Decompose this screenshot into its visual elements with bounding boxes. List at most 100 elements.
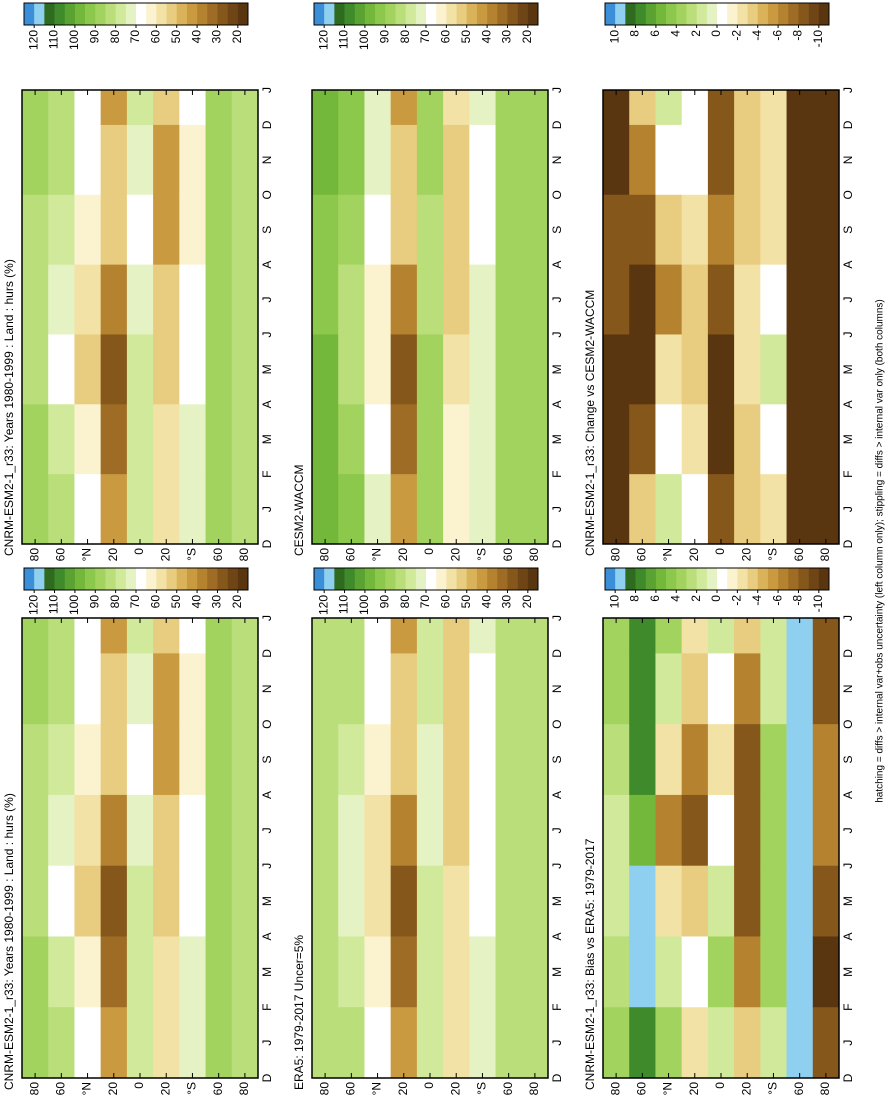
x-tick-label: A (841, 791, 855, 799)
field-cell (416, 403, 444, 475)
field-cell (812, 1006, 840, 1078)
field-cell (760, 652, 788, 725)
colorbar-swatch (136, 568, 147, 590)
field-cell (629, 333, 656, 405)
field-cell (812, 264, 840, 335)
colorbar-label: 80 (398, 30, 412, 44)
field-cell (734, 264, 761, 335)
field-cell (416, 617, 444, 654)
colorbar-swatch (717, 568, 728, 590)
field-cell (707, 723, 735, 795)
field-cell (390, 723, 418, 795)
colorbar-label: -6 (770, 30, 784, 41)
field-cell (338, 865, 365, 937)
x-tick-label: J (550, 1040, 564, 1046)
colorbar-swatch (696, 568, 708, 590)
y-tick-label: 60 (344, 548, 358, 562)
field-cell (416, 652, 444, 725)
field-cell (100, 652, 128, 725)
colorbar-swatch (527, 568, 539, 590)
colorbar-label: 120 (26, 595, 40, 615)
colorbar-label: 50 (459, 30, 473, 44)
field-cell (681, 89, 709, 125)
colorbar-swatch (405, 568, 417, 590)
field-cell (655, 194, 683, 265)
field-cell (734, 617, 761, 654)
field-cell (338, 473, 365, 544)
y-tick-label: 60 (792, 548, 806, 562)
field-cell (74, 124, 102, 195)
field-cell (312, 652, 339, 725)
x-tick-label: S (260, 226, 274, 234)
y-tick-label: °S (475, 548, 489, 561)
field-cell (443, 89, 470, 125)
x-tick-label: N (260, 684, 274, 693)
field-cell (126, 89, 154, 125)
field-cell (495, 865, 523, 937)
field-cell (179, 473, 207, 544)
field-cell (231, 652, 259, 725)
colorbar-swatch (507, 3, 518, 25)
field-cell (443, 264, 470, 335)
colorbar-swatch (156, 568, 167, 590)
colorbar-swatch (24, 568, 35, 590)
y-tick-label: 20 (739, 1082, 753, 1096)
field-cell (416, 1006, 444, 1078)
field-cell (312, 723, 339, 795)
colorbar-swatch (136, 3, 147, 25)
field-cell (364, 89, 392, 125)
field-cell (22, 1006, 49, 1078)
field-cell (48, 794, 75, 866)
colorbar-swatch (808, 3, 820, 25)
field-cell (521, 935, 549, 1008)
field-cell (629, 652, 656, 725)
x-tick-label: F (550, 470, 564, 477)
colorbar-label: 60 (149, 30, 163, 44)
colorbar-swatch (237, 3, 249, 25)
colorbar-swatch (497, 568, 508, 590)
field-cell (786, 333, 814, 405)
x-tick-label: N (260, 156, 274, 165)
field-cell (681, 333, 709, 405)
field-cell (153, 89, 180, 125)
panel-title: CNRM-ESM2-1_r33: Years 1980-1999 : Land … (2, 259, 16, 556)
field-cell (74, 652, 102, 725)
colorbar-label: 80 (398, 595, 412, 609)
colorbar-swatch (354, 568, 366, 590)
colorbar-swatch (85, 568, 96, 590)
x-tick-label: J (841, 827, 855, 833)
colorbar-swatch (176, 568, 188, 590)
field-cell (629, 403, 656, 475)
field-cell (179, 617, 207, 654)
x-tick-label: O (841, 719, 855, 728)
x-tick-label: A (260, 791, 274, 799)
field-cell (786, 935, 814, 1008)
x-tick-label: J (841, 87, 855, 93)
colorbar-label: 4 (668, 595, 682, 602)
y-tick-label: 60 (211, 1082, 225, 1096)
field-cell (495, 1006, 523, 1078)
field-cell (734, 89, 761, 125)
panel-title: CNRM-ESM2-1_r33: Bias vs ERA5: 1979-2017 (583, 838, 597, 1090)
x-tick-label: M (841, 896, 855, 906)
colorbar-swatch (426, 568, 437, 590)
colorbar-swatch (727, 568, 738, 590)
colorbar-swatch (44, 568, 55, 590)
colorbar-swatch (227, 3, 239, 25)
field-cell (812, 333, 840, 405)
x-tick-label: D (841, 539, 855, 548)
x-tick-label: J (260, 506, 274, 512)
x-tick-label: J (550, 827, 564, 833)
colorbar-swatch (146, 3, 157, 25)
y-tick-label: 60 (211, 548, 225, 562)
colorbar-swatch (237, 568, 249, 590)
colorbar-swatch (625, 3, 636, 25)
field-cell (655, 935, 683, 1008)
field-cell (126, 194, 154, 265)
x-tick-label: J (841, 297, 855, 303)
x-tick-label: M (260, 364, 274, 374)
field-cell (100, 89, 128, 125)
y-tick-label: 80 (317, 548, 331, 562)
field-cell (786, 194, 814, 265)
field-cell (205, 794, 233, 866)
